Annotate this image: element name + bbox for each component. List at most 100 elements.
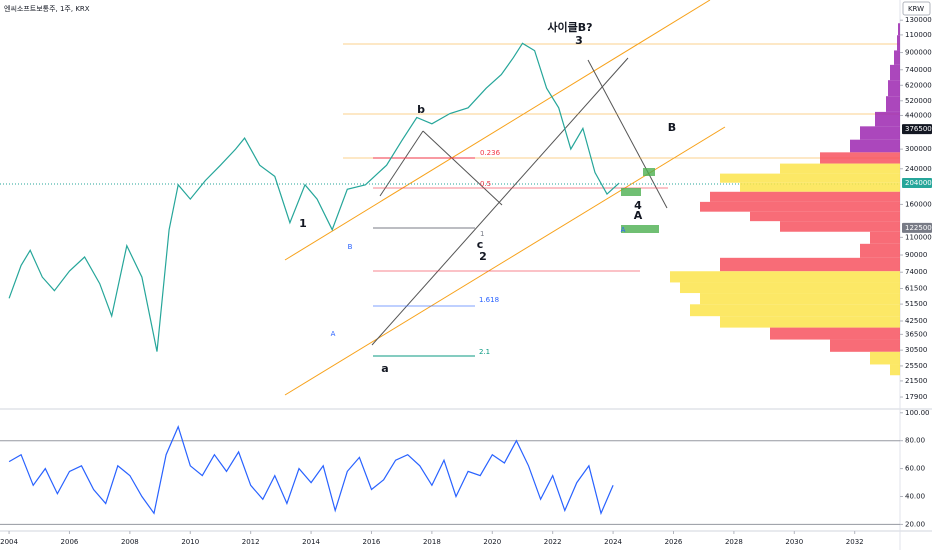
channel-upper [284, 0, 711, 261]
y-tick-label: 300000 [905, 145, 932, 153]
price-badge [902, 124, 932, 135]
volume-profile-bar [886, 96, 900, 112]
y-tick-label: 740000 [905, 66, 932, 74]
x-tick-label: 2014 [302, 538, 320, 546]
price-badge [902, 222, 932, 233]
y-tick-label: 30500 [905, 346, 927, 354]
y-tick-label: 25500 [905, 362, 927, 370]
volume-profile-bar [870, 351, 900, 365]
x-tick-label: 2008 [121, 538, 139, 546]
rsi-tick-label: 20.00 [905, 520, 925, 528]
y-tick-label: 90000 [905, 251, 927, 259]
wave-label: 3 [575, 34, 583, 47]
y-tick-label: 36500 [905, 330, 927, 338]
x-tick-label: 2018 [423, 538, 441, 546]
volume-profile-bar [750, 211, 900, 222]
volume-profile-bar [830, 339, 900, 352]
y-tick-label: 900000 [905, 49, 932, 57]
y-tick-label: 160000 [905, 200, 932, 208]
target-box [621, 188, 641, 196]
volume-profile-bar [720, 173, 900, 183]
volume-profile-bar [780, 221, 900, 232]
volume-profile-bar [850, 139, 900, 153]
x-tick-label: 2028 [725, 538, 743, 546]
volume-profile-bar [720, 316, 900, 328]
volume-profile-bar [720, 257, 900, 272]
x-tick-label: 2032 [846, 538, 864, 546]
fib-label: 0.236 [480, 149, 501, 157]
trend-line [379, 130, 424, 197]
fib-label: 2.1 [479, 348, 490, 356]
currency-box[interactable] [902, 1, 931, 16]
y-tick-label: 240000 [905, 165, 932, 173]
wave-label: A [331, 330, 336, 338]
x-tick-label: 2016 [363, 538, 381, 546]
rsi-tick-label: 80.00 [905, 437, 925, 445]
chart-title: 엔씨소프트보통주, 1주, KRX [4, 4, 90, 13]
wave-label: a [381, 362, 388, 375]
volume-profile-bar [875, 111, 900, 127]
currency: KRW [908, 5, 924, 13]
rsi-tick-label: 40.00 [905, 493, 925, 501]
y-tick-label: 620000 [905, 81, 932, 89]
trend-line [371, 57, 629, 346]
x-tick-label: 2026 [665, 538, 683, 546]
wave-label: 4 [634, 199, 642, 212]
volume-profile-bar [690, 304, 900, 317]
volume-profile-bar [780, 163, 900, 174]
x-tick-label: 2006 [61, 538, 79, 546]
y-tick-label: 1300000 [905, 16, 932, 24]
volume-profile-bar [894, 50, 900, 65]
y-tick-label: 21500 [905, 377, 927, 385]
y-tick-label: 17900 [905, 393, 927, 401]
x-tick-label: 2020 [483, 538, 501, 546]
y-tick-label: 110000 [905, 233, 932, 241]
y-tick-label: 520000 [905, 97, 932, 105]
y-tick-label: 1100000 [905, 31, 932, 39]
volume-profile-bar [670, 271, 900, 283]
price-badge-label: 204000 [905, 179, 932, 187]
wave-label: 2 [479, 250, 487, 263]
volume-profile-bar [740, 182, 900, 192]
fib-label: 0.5 [480, 180, 491, 188]
fib-label: 1 [480, 230, 484, 238]
x-tick-label: 2022 [544, 538, 562, 546]
x-tick-label: 2004 [0, 538, 18, 546]
fib-label: 1.618 [479, 296, 499, 304]
rsi-tick-label: 60.00 [905, 465, 925, 473]
volume-profile-bar [860, 243, 900, 258]
y-tick-label: 440000 [905, 111, 932, 119]
volume-profile-bar [710, 191, 900, 202]
volume-profile-bar [700, 201, 900, 212]
volume-profile-bar [820, 152, 900, 164]
volume-profile-bar [700, 293, 900, 305]
wave-label: A [621, 226, 626, 234]
target-box [643, 168, 655, 176]
wave-label: B [668, 121, 676, 134]
y-tick-label: 61500 [905, 284, 927, 292]
volume-profile-bar [860, 126, 900, 140]
volume-profile-bar [870, 231, 900, 244]
volume-profile-bar [898, 23, 900, 36]
price-line [8, 42, 620, 352]
wave-label: c [477, 238, 484, 251]
trend-line [422, 130, 503, 206]
wave-label: B [348, 243, 353, 251]
price-badge-label: 376500 [905, 125, 932, 133]
volume-profile-bar [890, 364, 900, 376]
x-tick-label: 2030 [785, 538, 803, 546]
volume-profile-bar [897, 35, 900, 51]
wave-label: b [417, 103, 425, 116]
price-badge [902, 178, 932, 189]
wave-label: A [634, 209, 643, 222]
y-tick-label: 51500 [905, 300, 927, 308]
y-tick-label: 42500 [905, 317, 927, 325]
volume-profile-bar [770, 327, 900, 340]
volume-profile-bar [888, 80, 900, 97]
volume-profile-bar [890, 64, 900, 81]
price-badge-label: 122500 [905, 224, 932, 232]
wave-label: 사이클B? [547, 20, 592, 34]
x-tick-label: 2010 [181, 538, 199, 546]
wave-label: 1 [299, 217, 307, 230]
